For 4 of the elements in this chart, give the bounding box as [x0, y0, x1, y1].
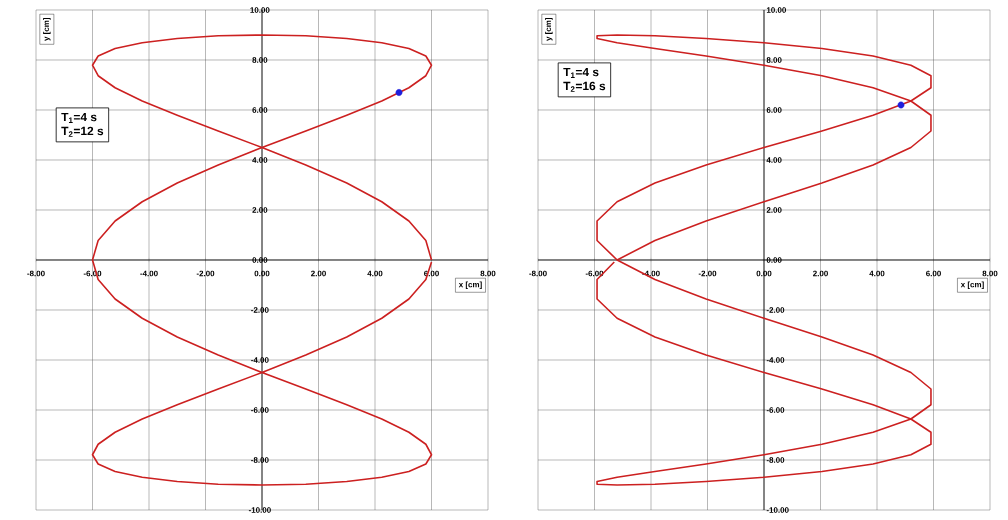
annotation: T$_{1}$=4 s — [563, 67, 599, 78]
annotation: T$_{2}$=16 s — [563, 81, 606, 92]
annotation: T$_{1}$=4 s — [61, 112, 97, 123]
annotation: T$_{2}$=12 s — [61, 126, 104, 137]
